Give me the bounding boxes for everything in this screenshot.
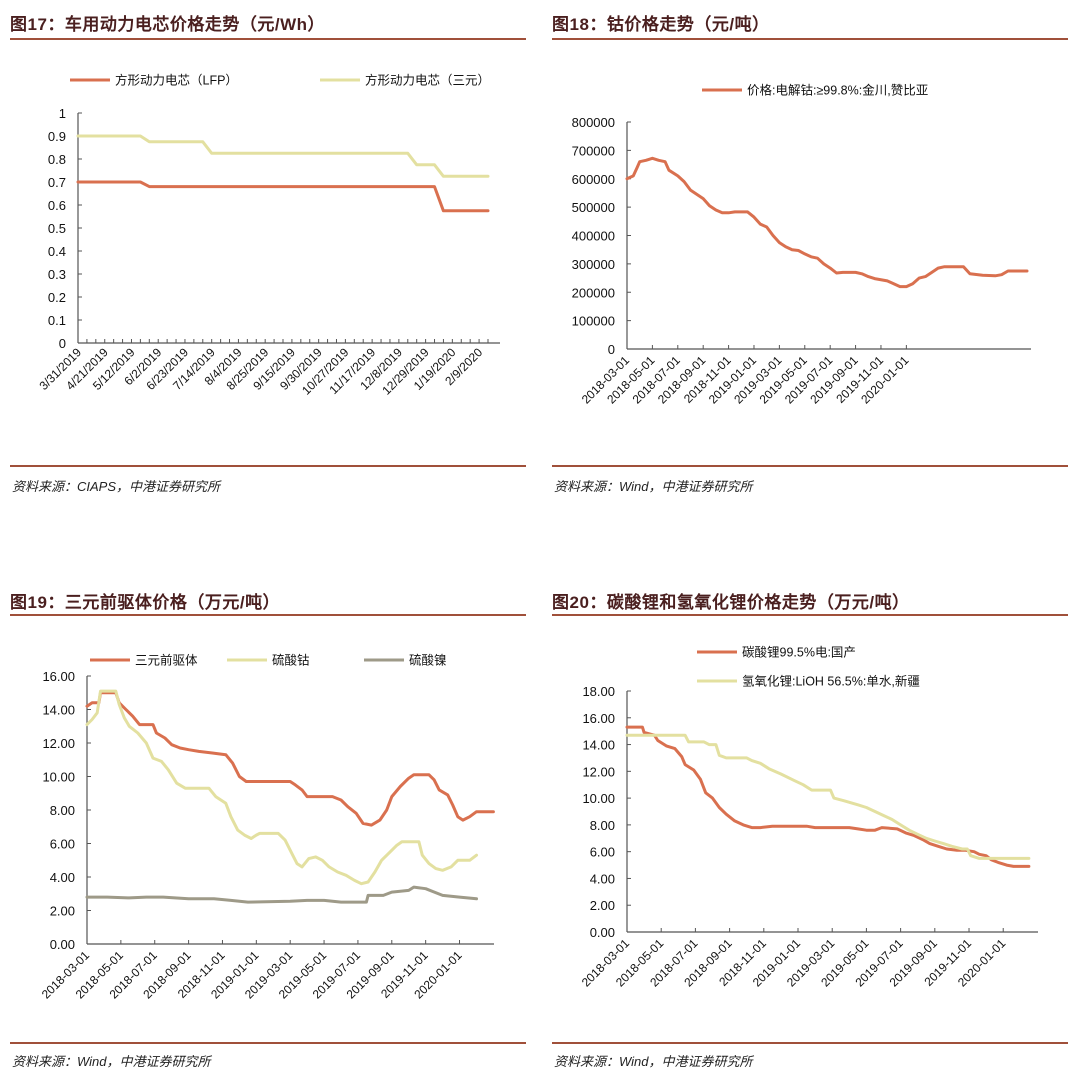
figure-title: 图20：碳酸锂和氢氧化锂价格走势（万元/吨） (552, 593, 910, 612)
source-divider (10, 465, 526, 467)
source-divider (10, 1042, 526, 1044)
chart-fig19: 三元前驱体 硫酸钴 硫酸镍 0.00 2.00 4.00 6.00 8.00 10.00 12.0… (39, 653, 495, 1002)
source-note: 资料来源：CIAPS，中港证券研究所 (12, 479, 221, 494)
series-line-2 (85, 689, 478, 886)
y-tick-label: 4.00 (590, 871, 615, 886)
y-tick-label: 14.00 (582, 738, 615, 753)
source-note: 资料来源：Wind，中港证券研究所 (12, 1054, 211, 1069)
y-tick-label: 0 (608, 342, 615, 357)
series-line-2 (625, 733, 1031, 860)
panel-fig19: 图19：三元前驱体价格（万元/吨） 三元前驱体 硫酸钴 硫酸镍 0.00 2.00 4.0… (10, 588, 530, 1077)
y-tick-label: 0.5 (48, 221, 66, 236)
y-tick-label: 16.00 (42, 669, 75, 684)
y-tick-label: 0.2 (48, 290, 66, 305)
y-tick-label: 0.00 (50, 937, 75, 952)
title-divider (552, 614, 1068, 616)
y-tick-label: 400000 (572, 229, 615, 244)
y-tick-label: 0.8 (48, 152, 66, 167)
y-tick-label: 8.00 (590, 818, 615, 833)
y-tick-label: 8.00 (50, 803, 75, 818)
y-tick-label: 16.00 (582, 711, 615, 726)
legend-label-1: 三元前驱体 (135, 653, 198, 668)
source-note: 资料来源：Wind，中港证券研究所 (554, 479, 753, 494)
title-divider (10, 38, 526, 40)
title-divider (552, 38, 1068, 40)
panel-fig20: 图20：碳酸锂和氢氧化锂价格走势（万元/吨） 碳酸锂99.5%电:国产氢氧化锂:… (552, 588, 1072, 1077)
figure-title: 图19：三元前驱体价格（万元/吨） (10, 593, 281, 612)
chart-fig17: 方形动力电芯（LFP） 方形动力电芯（三元） 0 0.1 0.2 0.3 0.4 0.5 0.6… (36, 73, 500, 398)
y-tick-label: 4.00 (50, 870, 75, 885)
y-tick-label: 200000 (572, 285, 615, 300)
y-tick-label: 6.00 (50, 837, 75, 852)
figure-title: 图18：钴价格走势（元/吨） (552, 15, 770, 34)
legend-label-2: 氢氧化锂:LiOH 56.5%:单水,新疆 (742, 674, 920, 689)
legend-label-1: 方形动力电芯（LFP） (115, 73, 238, 88)
source-divider (552, 1042, 1068, 1044)
y-tick-label: 0.7 (48, 175, 66, 190)
series-line-3 (85, 885, 478, 904)
y-tick-label: 0.1 (48, 313, 66, 328)
y-tick-label: 300000 (572, 257, 615, 272)
y-tick-label: 0.6 (48, 198, 66, 213)
legend-label-3: 硫酸镍 (409, 653, 447, 668)
y-tick-label: 0.9 (48, 129, 66, 144)
y-tick-label: 12.00 (42, 736, 75, 751)
series-line-1 (76, 180, 490, 213)
y-tick-label: 0.00 (590, 925, 615, 940)
panel-fig18: 图18：钴价格走势（元/吨） 价格:电解钴:≥99.8%:金川,赞比亚 0 1000… (552, 10, 1072, 500)
source-note: 资料来源：Wind，中港证券研究所 (554, 1054, 753, 1069)
y-tick-label: 0.4 (48, 244, 66, 259)
legend-label-2: 方形动力电芯（三元） (365, 73, 490, 88)
title-divider (10, 614, 526, 616)
y-tick-label: 10.00 (582, 791, 615, 806)
y-tick-label: 6.00 (590, 845, 615, 860)
y-tick-label: 10.00 (42, 770, 75, 785)
y-tick-label: 500000 (572, 200, 615, 215)
chart-fig18: 价格:电解钴:≥99.8%:金川,赞比亚 0 100000 200000 300000 4… (572, 83, 1031, 407)
legend-label-1: 价格:电解钴:≥99.8%:金川,赞比亚 (747, 83, 928, 98)
source-divider (552, 465, 1068, 467)
y-tick-label: 2.00 (590, 898, 615, 913)
y-tick-label: 700000 (572, 143, 615, 158)
legend-label-2: 硫酸钴 (272, 653, 310, 668)
y-tick-label: 2.00 (50, 904, 75, 919)
legend-label-1: 碳酸锂99.5%电:国产 (742, 645, 856, 660)
y-tick-label: 14.00 (42, 703, 75, 718)
y-tick-label: 600000 (572, 172, 615, 187)
y-tick-label: 0.3 (48, 267, 66, 282)
y-tick-label: 800000 (572, 115, 615, 130)
y-tick-label: 18.00 (582, 684, 615, 699)
figure-title: 图17：车用动力电芯价格走势（元/Wh） (10, 15, 326, 34)
panel-fig17: 图17：车用动力电芯价格走势（元/Wh） 方形动力电芯（LFP） 方形动力电芯（三… (10, 10, 530, 500)
series-line-2 (76, 134, 490, 178)
series-line-1 (625, 156, 1029, 289)
y-tick-label: 100000 (572, 314, 615, 329)
series-line-1 (625, 725, 1031, 868)
y-tick-label: 12.00 (582, 764, 615, 779)
y-tick-label: 1 (59, 106, 66, 121)
series-line-1 (85, 691, 495, 827)
y-tick-label: 0 (59, 336, 66, 351)
